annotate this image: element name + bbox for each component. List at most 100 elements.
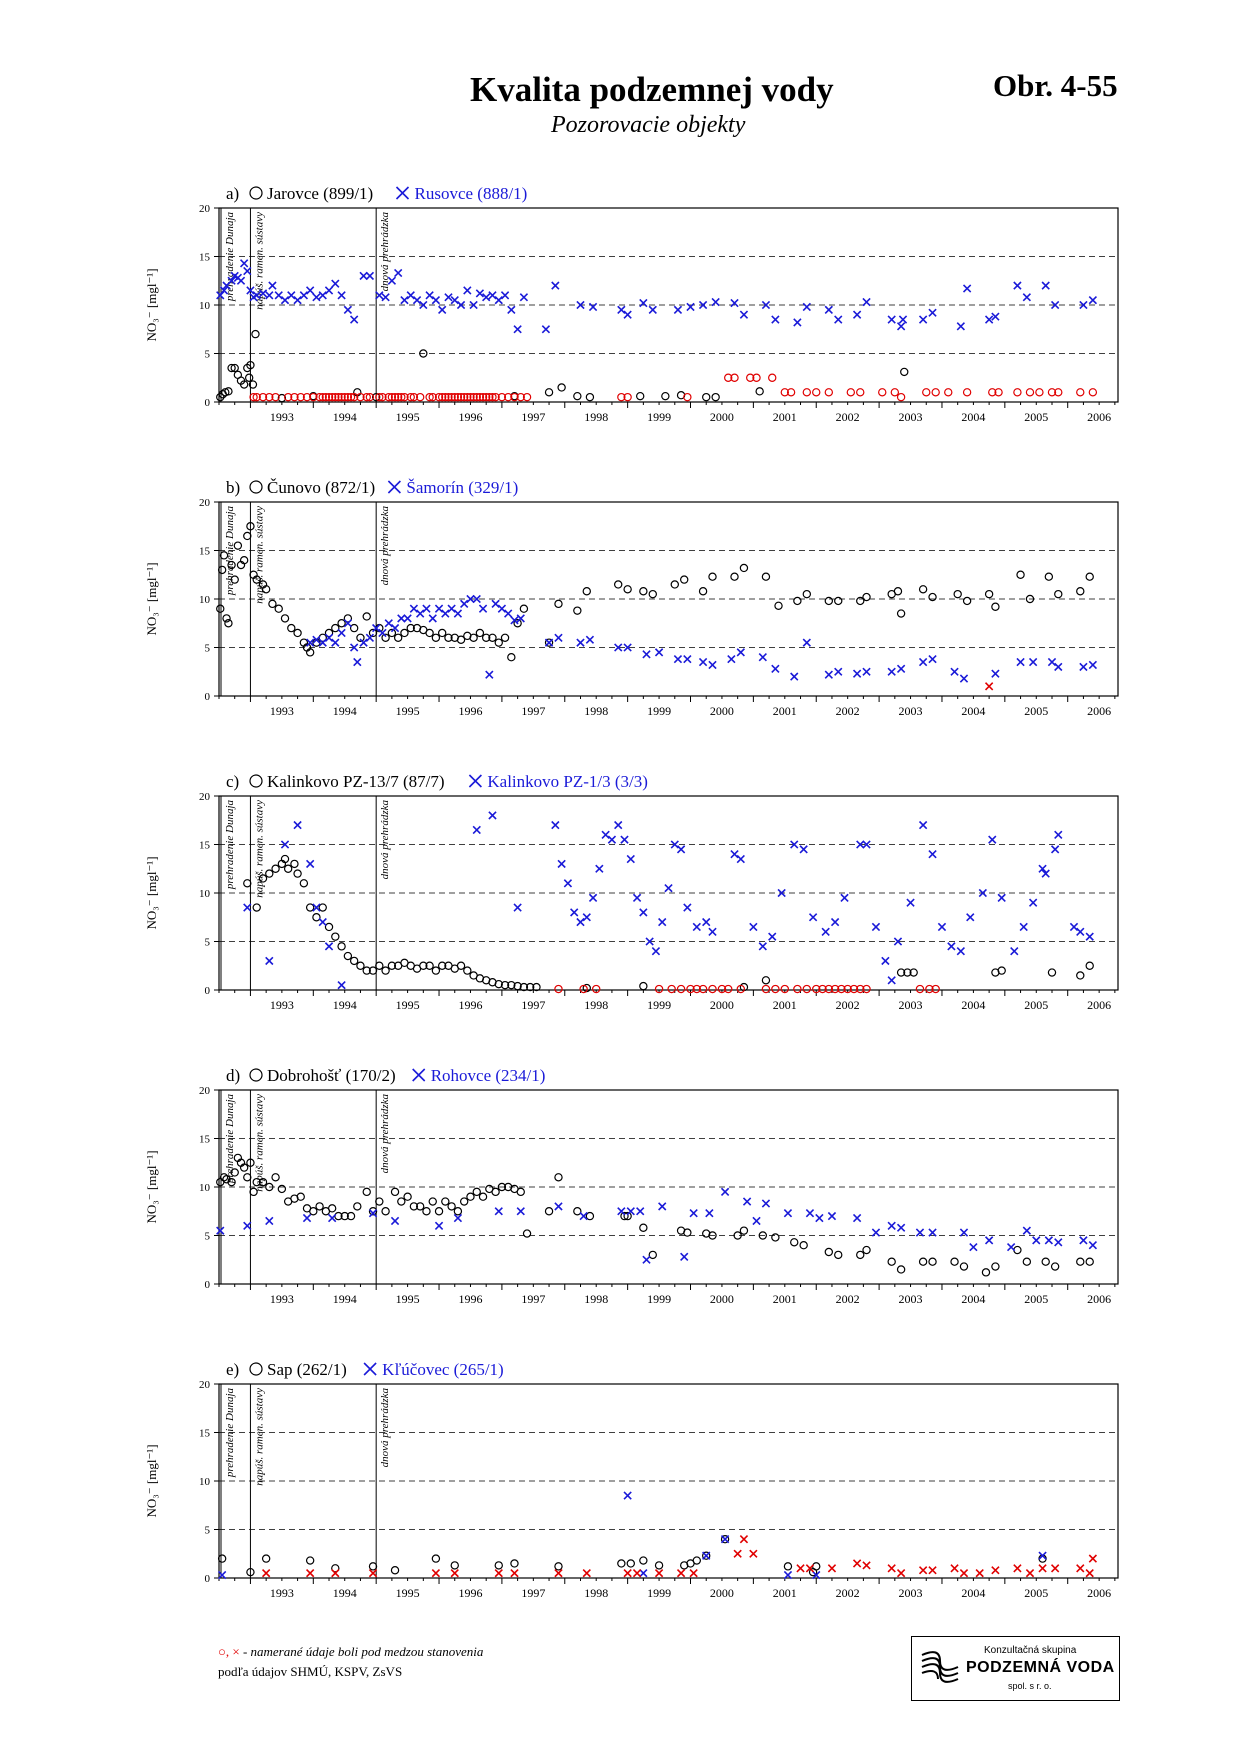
data-point [959,1568,969,1578]
data-point [219,286,229,295]
data-point [654,984,664,994]
data-point [252,291,261,300]
data-point [331,1564,340,1573]
data-point [290,859,299,869]
data-point [1076,388,1085,397]
data-point [896,1568,906,1578]
data-point [623,1491,632,1500]
data-point [349,643,359,652]
y-axis-label: NO₃⁻ [mgl⁻¹] [144,268,159,341]
data-point [623,585,632,594]
data-point [248,380,258,389]
data-point [862,984,871,994]
y-tick-label: 15 [199,840,211,852]
data-point [720,1534,730,1544]
x-tick-label: 1997 [521,1292,545,1306]
data-point [290,392,299,402]
data-point [244,373,254,382]
x-tick-label: 1998 [584,410,608,424]
data-point [381,966,390,975]
data-point [371,392,381,402]
data-point [365,271,375,281]
data-point [287,291,296,300]
data-point [453,609,463,618]
data-point [1088,295,1098,305]
data-point [463,392,472,402]
data-point [271,864,280,873]
data-point [1016,570,1025,579]
series-1 [243,854,1094,993]
data-point [1022,293,1032,302]
data-point [830,984,840,994]
data-point [689,1568,698,1578]
data-point [425,291,434,300]
data-point [623,310,632,319]
data-point [243,1173,252,1182]
data-point [585,392,595,402]
data-point [984,1236,994,1245]
y-axis-label: NO₃⁻ [mgl⁻¹] [144,856,159,929]
data-point [368,1207,378,1216]
data-point [683,654,692,664]
data-point [551,281,560,290]
data-point [296,1192,305,1201]
data-point [258,874,268,883]
data-point [261,1568,271,1578]
data-point [387,628,397,638]
data-point [1085,961,1094,970]
data-point [849,984,859,994]
data-point [852,1213,862,1223]
data-point [582,913,591,922]
x-tick-label: 2003 [899,998,923,1012]
x-tick-label: 2006 [1087,410,1111,424]
data-point [790,672,799,681]
y-tick-label: 20 [199,1379,211,1391]
x-tick-label: 2004 [961,1292,985,1306]
data-point [425,392,434,402]
data-point [761,984,771,994]
logo-line-3: spol. s r. o. [1008,1681,1052,1691]
data-point [456,392,466,402]
data-point [475,392,485,402]
data-point [340,1211,349,1221]
data-point [680,1252,689,1262]
data-point [925,984,934,994]
data-point [431,295,441,305]
data-point [736,984,745,994]
y-tick-label: 0 [205,985,211,997]
data-point [698,984,708,994]
data-point [761,1199,771,1208]
data-point [431,633,441,643]
data-point [1050,845,1060,854]
data-point [302,392,312,402]
data-point [856,840,865,849]
data-point [1054,830,1063,839]
data-point [312,903,321,912]
series-1 [216,329,909,403]
data-point [265,291,274,300]
data-point [381,633,390,643]
data-point [274,291,283,300]
data-point [271,392,280,402]
data-point [988,835,997,844]
data-point [507,980,516,990]
data-point [915,1228,925,1237]
data-point [390,1187,400,1197]
data-point [758,653,767,662]
footnote-symbols: ○, × [218,1644,240,1659]
data-point [453,1207,463,1216]
data-point [519,982,529,992]
data-point [670,580,679,589]
data-point [434,392,444,402]
data-point [368,1209,378,1218]
data-point [774,601,783,610]
legend-circle-marker [249,774,263,788]
logo-wave-icon [921,1651,959,1683]
data-point [296,392,305,402]
data-point [1041,869,1050,878]
x-tick-label: 2006 [1087,704,1111,718]
x-tick-label: 1994 [333,1292,357,1306]
data-point [573,606,582,615]
data-point [375,1197,384,1206]
data-point [400,295,409,305]
